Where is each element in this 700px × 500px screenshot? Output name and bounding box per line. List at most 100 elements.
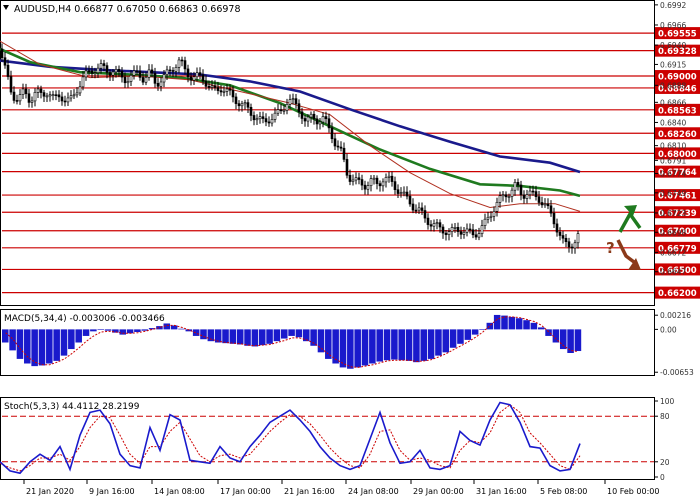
price-level-label: 0.67000 (658, 227, 697, 237)
candle-body (381, 181, 385, 187)
time-axis-label: 21 Jan 2020 (26, 487, 74, 496)
up-arrow-head-icon (624, 205, 637, 216)
candle-body (495, 201, 499, 212)
candle-body (6, 64, 10, 77)
candle-body (531, 190, 535, 193)
candle-body (387, 175, 391, 178)
candle-body (369, 178, 373, 186)
price-axis-label: 0.6723 (660, 209, 686, 218)
macd-bar (24, 329, 31, 364)
candle-body (564, 237, 568, 243)
candle-body (471, 229, 475, 236)
candle-body (165, 69, 169, 75)
price-axis-label: 0.6866 (660, 98, 686, 107)
candle-body (516, 182, 520, 186)
macd-bar (501, 315, 508, 330)
candle-body (552, 212, 556, 225)
candle-body (330, 127, 334, 140)
candle-body (342, 147, 346, 160)
candle-body (192, 76, 196, 81)
candle-body (555, 223, 559, 233)
candle-body (84, 70, 88, 78)
macd-bar (68, 329, 75, 350)
candle-body (474, 234, 478, 238)
dropdown-triangle-icon[interactable] (3, 5, 9, 10)
candle-body (138, 70, 142, 78)
candle-body (300, 111, 304, 119)
candle-body (432, 223, 436, 227)
price-level-tag (655, 206, 700, 219)
candle-body (399, 192, 403, 194)
candle-body (72, 94, 76, 97)
candle-body (51, 94, 55, 96)
candle-body (0, 48, 4, 58)
time-axis-label: 9 Jan 16:00 (89, 487, 135, 496)
candle-body (366, 185, 370, 190)
candle-body (372, 177, 376, 180)
price-level-tag (655, 127, 700, 140)
candle-body (420, 207, 424, 211)
candle-body (267, 121, 271, 124)
time-axis-label: 17 Jan 00:00 (220, 487, 271, 496)
candle-body (318, 121, 322, 125)
stoch-panel (0, 397, 655, 480)
macd-bar (559, 329, 567, 350)
time-axis-label: 5 Feb 08:00 (540, 487, 587, 496)
price-level-label: 0.68260 (658, 130, 697, 140)
macd-bar (325, 329, 332, 359)
candle-body (123, 76, 127, 84)
macd-bar (537, 327, 545, 330)
candle-body (258, 116, 262, 120)
candle-body (351, 179, 355, 182)
macd-bar (567, 329, 574, 353)
candle-body (393, 181, 397, 190)
price-level-label: 0.66200 (658, 289, 697, 299)
candle-body (87, 70, 91, 73)
candle-body (450, 227, 454, 232)
candle-body (303, 118, 307, 122)
candle-body (429, 224, 433, 227)
candle-body (513, 182, 517, 191)
price-level-label: 0.66779 (658, 244, 697, 254)
candle-body (213, 85, 217, 88)
price-level-tag (655, 103, 700, 116)
macd-bar (369, 329, 376, 364)
moving-average-line (0, 47, 581, 198)
price-axis-label: 0.6672 (660, 248, 686, 257)
candle-body (231, 89, 235, 98)
candle-body (153, 72, 157, 84)
candle-body (177, 59, 181, 68)
macd-bar (46, 329, 53, 364)
macd-bar (420, 329, 428, 361)
macd-bar (82, 329, 90, 336)
candle-body (222, 91, 226, 93)
candle-body (525, 194, 529, 199)
candle-body (504, 194, 508, 198)
candle-body (225, 88, 229, 92)
price-level-label: 0.67461 (658, 192, 697, 202)
candle-body (183, 60, 187, 70)
macd-header: MACD(5,34,4) -0.003006 -0.003466 (4, 314, 165, 324)
macd-bar (523, 320, 530, 330)
candle-body (105, 65, 109, 73)
candle-body (63, 100, 67, 103)
macd-bar (2, 329, 9, 343)
time-axis-label: 10 Feb 00:00 (607, 487, 659, 496)
macd-bar (486, 322, 494, 330)
price-header: AUDUSD,H4 0.66877 0.67050 0.66863 0.6697… (14, 4, 241, 15)
price-level-tag (655, 70, 700, 83)
candle-body (57, 94, 61, 98)
candle-body (75, 92, 79, 96)
candle-body (276, 109, 280, 114)
candle-body (9, 76, 13, 93)
price-level-label: 0.69555 (658, 30, 697, 40)
macd-bar (464, 329, 472, 340)
macd-bar (310, 329, 317, 346)
candle-body (15, 100, 19, 102)
time-axis-label: 24 Jan 08:00 (348, 487, 399, 496)
macd-bar (574, 329, 582, 352)
candle-body (489, 215, 493, 218)
time-axis-label: 14 Jan 08:00 (154, 487, 205, 496)
macd-bar (391, 329, 398, 360)
macd-bar (170, 325, 178, 330)
